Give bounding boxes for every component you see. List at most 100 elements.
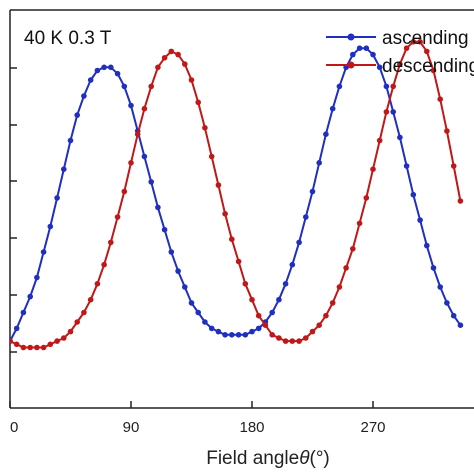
x-ticks: 0 90 180 270 (9, 401, 386, 436)
data-point-descending-60 (410, 39, 417, 45)
data-point-descending-27 (188, 77, 195, 83)
data-point-ascending-62 (424, 242, 430, 249)
data-point-ascending-35 (242, 332, 249, 338)
data-point-descending-22 (155, 64, 161, 71)
data-point-descending-50 (343, 265, 349, 271)
data-point-descending-42 (289, 338, 296, 344)
x-axis-title-text: Field angle (206, 448, 299, 469)
data-point-ascending-41 (282, 281, 289, 287)
data-point-ascending-32 (222, 332, 228, 338)
data-point-descending-38 (262, 322, 269, 329)
data-point-descending-49 (336, 284, 343, 290)
y-ticks (10, 67, 17, 353)
data-point-ascending-12 (87, 77, 94, 83)
data-point-ascending-43 (296, 239, 302, 246)
data-point-descending-17 (121, 188, 128, 195)
data-point-descending-14 (101, 261, 107, 268)
data-point-descending-58 (397, 61, 403, 67)
data-point-descending-36 (249, 296, 255, 303)
data-point-ascending-45 (309, 188, 316, 195)
data-point-descending-52 (356, 220, 363, 227)
data-point-ascending-22 (155, 204, 161, 211)
data-point-ascending-58 (397, 134, 403, 141)
data-point-descending-53 (363, 195, 370, 201)
data-point-ascending-46 (316, 160, 323, 166)
data-point-descending-31 (215, 182, 222, 188)
data-point-descending-10 (74, 319, 80, 325)
data-point-descending-45 (309, 328, 316, 335)
data-point-descending-62 (424, 48, 430, 55)
data-point-descending-64 (437, 96, 444, 102)
data-point-ascending-33 (229, 332, 235, 338)
data-point-ascending-57 (390, 109, 397, 115)
data-point-descending-32 (222, 211, 228, 217)
data-point-ascending-53 (363, 45, 370, 51)
data-point-descending-48 (329, 300, 336, 306)
data-point-descending-29 (202, 125, 208, 131)
series-layer (10, 39, 464, 351)
data-point-ascending-17 (121, 83, 128, 90)
data-point-ascending-8 (61, 166, 67, 172)
data-point-descending-13 (94, 281, 101, 287)
data-point-ascending-47 (323, 131, 329, 137)
data-point-ascending-4 (34, 274, 40, 281)
data-point-ascending-16 (114, 70, 121, 77)
data-point-descending-57 (390, 83, 397, 90)
x-tick-label-0: 0 (10, 419, 18, 436)
legend-item-ascending: ascending (326, 28, 469, 49)
data-point-ascending-54 (370, 51, 376, 58)
data-point-ascending-15 (108, 64, 114, 71)
data-point-ascending-36 (249, 328, 255, 335)
data-point-descending-66 (450, 163, 457, 169)
data-point-descending-28 (195, 99, 201, 106)
data-point-ascending-26 (182, 284, 188, 290)
data-point-descending-24 (168, 48, 175, 55)
data-point-descending-55 (376, 137, 383, 144)
data-point-descending-20 (141, 105, 148, 112)
data-point-ascending-5 (40, 249, 47, 255)
data-point-ascending-30 (208, 325, 215, 332)
data-point-ascending-48 (329, 105, 336, 112)
data-point-descending-25 (175, 51, 181, 58)
legend: ascending descending (326, 28, 474, 77)
x-tick-label-180: 180 (239, 419, 264, 436)
data-point-descending-39 (269, 332, 276, 338)
data-point-descending-41 (282, 338, 289, 344)
series-line-ascending (10, 47, 462, 342)
data-point-descending-11 (81, 309, 87, 316)
data-point-descending-2 (20, 344, 27, 351)
data-point-ascending-28 (195, 309, 201, 316)
data-point-ascending-29 (202, 319, 208, 325)
x-tick-label-270: 270 (360, 419, 385, 436)
data-point-descending-30 (208, 153, 215, 160)
data-point-descending-21 (148, 83, 154, 90)
data-point-descending-9 (67, 328, 74, 335)
x-tick-label-90: 90 (123, 419, 140, 436)
data-point-descending-59 (403, 45, 410, 51)
data-point-ascending-23 (161, 226, 168, 233)
data-point-descending-8 (61, 335, 67, 341)
legend-label-descending: descending (382, 56, 474, 77)
data-point-descending-3 (27, 344, 33, 351)
x-axis-title-symbol: θ (299, 448, 310, 469)
data-point-ascending-14 (101, 64, 107, 71)
data-point-descending-54 (370, 166, 376, 172)
data-point-descending-19 (134, 131, 141, 137)
data-point-ascending-2 (20, 309, 27, 316)
data-point-ascending-24 (168, 249, 175, 255)
data-point-ascending-55 (376, 64, 383, 71)
data-point-ascending-13 (94, 67, 101, 74)
data-point-descending-4 (34, 344, 40, 351)
series-descending (10, 39, 464, 351)
data-point-descending-34 (235, 258, 242, 265)
data-point-ascending-21 (148, 179, 154, 185)
data-point-ascending-7 (54, 195, 60, 201)
data-point-descending-67 (457, 198, 464, 204)
data-point-ascending-61 (417, 217, 423, 223)
data-point-descending-23 (161, 55, 168, 61)
x-axis-title-unit: (°) (310, 448, 330, 469)
data-point-descending-46 (316, 322, 323, 329)
data-point-ascending-31 (215, 328, 222, 335)
data-point-descending-37 (255, 312, 262, 319)
